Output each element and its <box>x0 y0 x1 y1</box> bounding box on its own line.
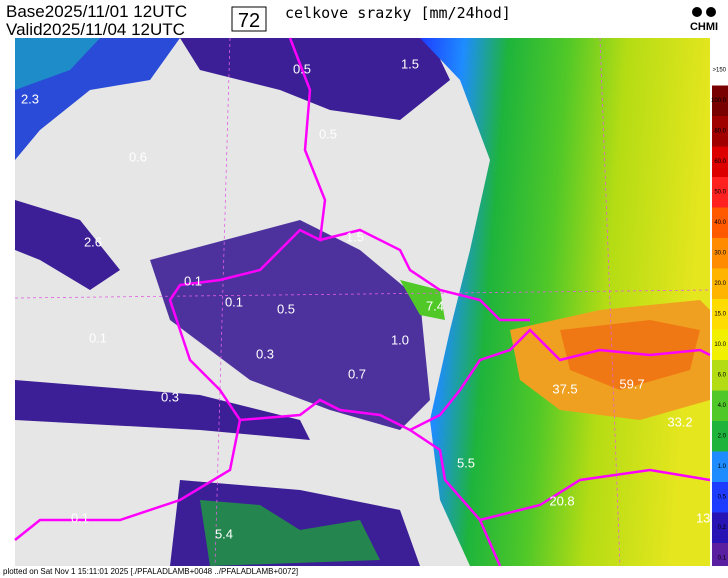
legend-label: 40.0 <box>714 220 726 226</box>
legend-swatch <box>712 177 728 208</box>
legend-swatch <box>712 55 728 86</box>
legend-swatch <box>712 543 728 574</box>
header: Base2025/11/01 12UTC Valid2025/11/04 12U… <box>6 2 718 39</box>
legend-label: >150 <box>712 68 726 74</box>
footer-background <box>0 566 728 578</box>
legend-swatch <box>712 421 728 452</box>
rain-area <box>15 200 120 290</box>
legend-swatch <box>712 238 728 269</box>
legend-swatch <box>712 329 728 360</box>
legend-label: 1.0 <box>718 464 727 470</box>
legend-label: 6.0 <box>718 373 727 379</box>
map-label: 1.5 <box>346 229 364 244</box>
legend-swatch <box>712 390 728 421</box>
map-label: 0.7 <box>348 366 366 381</box>
legend-label: 0.5 <box>718 495 727 501</box>
borders <box>14 37 711 567</box>
legend-swatch <box>712 85 728 116</box>
legend-label: 0.2 <box>718 525 727 531</box>
legend-swatch <box>712 482 728 513</box>
legend-label: 2.0 <box>718 434 727 440</box>
map-labels: 0.5 1.5 2.3 0.5 0.6 2.6 1.5 0.1 0.1 0.5 7.4 0.1 1.0 0… <box>21 56 714 541</box>
map-label: 1.0 <box>391 332 409 347</box>
map-label: 59.7 <box>619 376 644 391</box>
map-label: 0.5 <box>319 126 337 141</box>
logo: CHMI <box>690 21 718 33</box>
logo-mark <box>706 7 716 17</box>
border <box>14 419 242 541</box>
legend-label: 4.0 <box>718 403 727 409</box>
map-label: 2.6 <box>84 234 102 249</box>
legend-swatch <box>712 512 728 543</box>
map-label: 20.8 <box>549 493 574 508</box>
map-label: 0.3 <box>256 346 274 361</box>
rain-area <box>150 220 430 430</box>
map-label: 2.3 <box>21 91 39 106</box>
map-label: 37.5 <box>552 381 577 396</box>
map-label: 7.4 <box>426 298 444 313</box>
map-label: 5.5 <box>457 455 475 470</box>
map-label: 33.2 <box>667 414 692 429</box>
legend-swatch <box>712 360 728 391</box>
map: 0.5 1.5 2.3 0.5 0.6 2.6 1.5 0.1 0.1 0.5 7.4 0.1 1.0 0… <box>14 37 714 567</box>
legend-label: 0.1 <box>718 556 727 562</box>
legend-label: 50.0 <box>714 190 726 196</box>
legend-swatch <box>712 207 728 238</box>
border <box>478 519 502 567</box>
legend-label: 10.0 <box>714 342 726 348</box>
map-label: 0.1 <box>184 273 202 288</box>
legend-label: 100.0 <box>711 98 727 104</box>
legend-label: 15.0 <box>714 312 726 318</box>
map-label: 0.1 <box>71 510 89 525</box>
legend: >150 100.0 80.0 60.0 50.0 40.0 30.0 20.0 15.0 10.… <box>710 38 728 574</box>
rain-area <box>420 38 710 566</box>
map-label: 1.5 <box>401 56 419 71</box>
map-label: 13. <box>696 510 714 525</box>
base-time: Base2025/11/01 12UTC <box>6 2 187 21</box>
grid-line <box>14 289 711 299</box>
map-label: 0.5 <box>293 61 311 76</box>
map-label: 0.5 <box>277 301 295 316</box>
legend-swatch <box>712 451 728 482</box>
map-label: 0.1 <box>225 294 243 309</box>
border <box>539 339 711 362</box>
step-box <box>231 6 267 32</box>
legend-label: 20.0 <box>714 281 726 287</box>
rain-area <box>180 38 450 120</box>
rain-area <box>400 280 445 320</box>
footer: plotted on Sat Nov 1 15:11:01 2025 [./PF… <box>3 567 298 576</box>
legend-label: 30.0 <box>714 251 726 257</box>
legend-swatch <box>712 268 728 299</box>
border <box>409 428 711 522</box>
rain-area <box>15 38 100 90</box>
legend-swatch <box>712 146 728 177</box>
rain-area <box>200 500 380 566</box>
legend-label: 80.0 <box>714 129 726 135</box>
map-label: 0.3 <box>161 389 179 404</box>
legend-swatch <box>712 116 728 147</box>
valid-time: Valid2025/11/04 12UTC <box>6 20 185 39</box>
rain-area <box>560 320 700 390</box>
map-label: 0.6 <box>129 149 147 164</box>
border <box>319 228 530 322</box>
step: 72 <box>238 10 260 32</box>
map-label: 0.1 <box>89 330 107 345</box>
map-label: 5.4 <box>215 526 233 541</box>
logo-mark <box>692 7 702 17</box>
legend-label: 60.0 <box>714 159 726 165</box>
rain-area <box>15 380 310 440</box>
legend-swatch <box>712 299 728 330</box>
grid-line <box>599 37 621 567</box>
title: celkove srazky [mm/24hod] <box>285 4 511 22</box>
